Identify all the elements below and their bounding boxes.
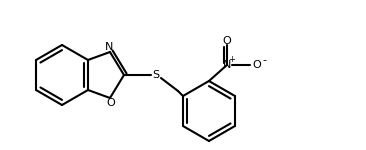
Text: +: + <box>228 54 235 63</box>
Text: O: O <box>253 60 261 70</box>
Text: -: - <box>262 55 266 65</box>
Text: N: N <box>105 42 113 52</box>
Text: S: S <box>152 70 160 80</box>
Text: O: O <box>223 36 231 46</box>
Text: N: N <box>223 60 231 70</box>
Text: O: O <box>107 98 115 108</box>
